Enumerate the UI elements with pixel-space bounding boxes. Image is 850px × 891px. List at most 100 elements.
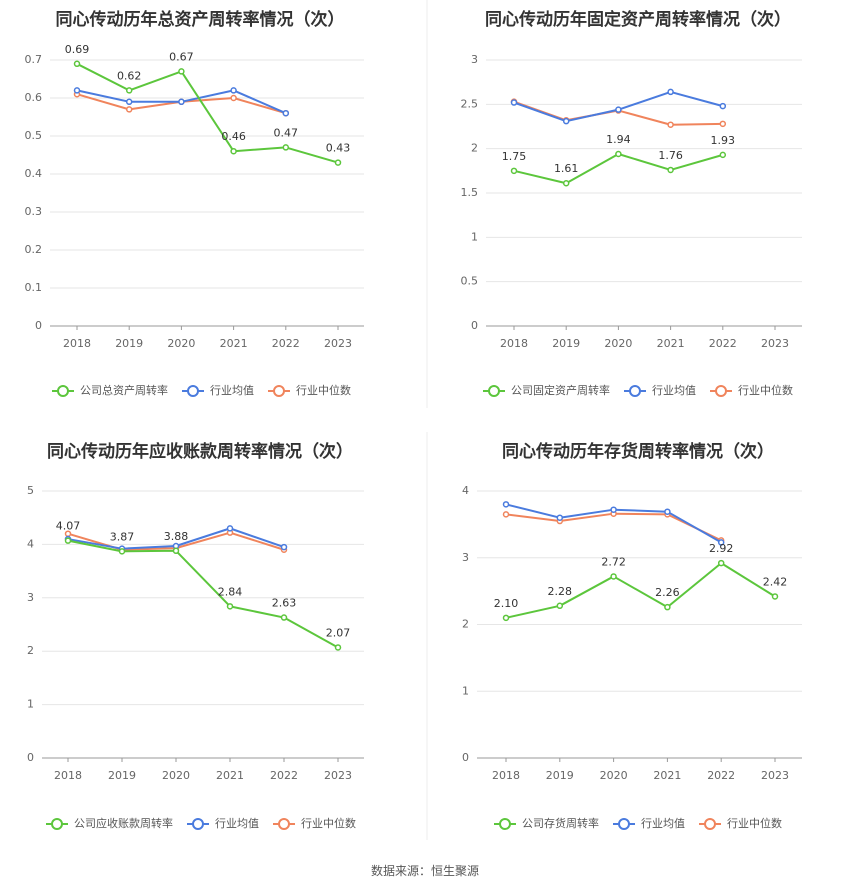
- data-point[interactable]: [664, 508, 671, 515]
- data-point[interactable]: [226, 603, 234, 610]
- legend-item[interactable]: 行业均值: [613, 817, 685, 830]
- chart-title: 同心传动历年固定资产周转率情况（次）: [485, 9, 791, 30]
- legend-item[interactable]: 行业均值: [187, 817, 259, 830]
- y-tick-label: 0.4: [25, 167, 43, 180]
- legend-item[interactable]: 行业中位数: [268, 383, 351, 397]
- legend-label: 公司存货周转率: [522, 816, 599, 830]
- legend-item[interactable]: 行业中位数: [699, 816, 782, 830]
- data-point[interactable]: [771, 593, 779, 600]
- data-label: 3.87: [110, 530, 135, 543]
- chart-panel-4: 同心传动历年存货周转率情况（次） 0 1 2 3 4 2018 2019 2020 2021 202…: [462, 441, 802, 830]
- data-label: 1.76: [658, 149, 683, 162]
- data-point[interactable]: [664, 603, 671, 611]
- legend-item[interactable]: 行业均值: [182, 384, 254, 397]
- legend-item[interactable]: 公司总资产周转率: [52, 383, 168, 397]
- y-tick-label: 2: [462, 618, 469, 631]
- data-point[interactable]: [125, 87, 133, 94]
- data-point[interactable]: [717, 539, 725, 546]
- x-tick-label: 2020: [600, 769, 628, 782]
- data-point[interactable]: [719, 151, 727, 159]
- data-point[interactable]: [73, 60, 81, 68]
- data-point[interactable]: [502, 501, 510, 508]
- data-point[interactable]: [178, 68, 185, 75]
- data-point[interactable]: [230, 147, 237, 155]
- legend-label: 行业均值: [641, 817, 685, 830]
- legend-item[interactable]: 行业均值: [624, 384, 696, 397]
- chart-panel-1: 同心传动历年总资产周转率情况（次） 0 0.1 0.2 0.3 0.4 0.5 0.6 0.7 2…: [25, 9, 364, 397]
- legend-item[interactable]: 行业中位数: [273, 816, 356, 830]
- data-point[interactable]: [64, 537, 72, 544]
- legend-marker-icon: [488, 385, 500, 397]
- chart-panel-3: 同心传动历年应收账款周转率情况（次） 0 1 2 3 4 5 2018 2019 2020 2021…: [27, 441, 364, 830]
- data-point[interactable]: [610, 573, 617, 580]
- data-point[interactable]: [510, 99, 518, 106]
- legend-marker-icon: [278, 818, 290, 830]
- data-point[interactable]: [556, 602, 564, 610]
- data-point[interactable]: [667, 121, 674, 128]
- legend-item[interactable]: 公司应收账款周转率: [46, 816, 173, 830]
- data-point[interactable]: [717, 559, 725, 567]
- x-tick-label: 2023: [761, 769, 789, 782]
- data-point[interactable]: [719, 102, 727, 110]
- data-point[interactable]: [118, 548, 126, 555]
- chart-title: 同心传动历年应收账款周转率情况（次）: [47, 441, 353, 462]
- legend-label: 行业中位数: [727, 816, 782, 830]
- data-point[interactable]: [615, 106, 622, 113]
- data-point[interactable]: [502, 614, 510, 622]
- data-point[interactable]: [230, 87, 237, 94]
- y-tick-label: 2.5: [461, 97, 479, 110]
- data-point[interactable]: [502, 511, 510, 518]
- x-tick-label: 2018: [492, 769, 520, 782]
- data-point[interactable]: [334, 159, 342, 166]
- data-point[interactable]: [230, 94, 237, 102]
- legend-item[interactable]: 行业中位数: [710, 383, 793, 397]
- legend-item[interactable]: 公司固定资产周转率: [483, 383, 610, 397]
- x-tick-label: 2019: [546, 769, 574, 782]
- data-point[interactable]: [73, 87, 81, 94]
- legend-marker-icon: [57, 385, 69, 397]
- data-point[interactable]: [178, 98, 185, 106]
- data-point[interactable]: [125, 98, 133, 106]
- data-point[interactable]: [667, 88, 674, 96]
- data-point[interactable]: [280, 614, 288, 621]
- data-label: 0.43: [326, 142, 351, 155]
- data-label: 0.69: [65, 43, 90, 56]
- y-tick-label: 0.5: [25, 129, 43, 142]
- y-tick-label: 1: [27, 698, 34, 711]
- data-label: 1.93: [711, 134, 736, 147]
- x-tick-label: 2022: [272, 337, 300, 350]
- y-tick-label: 5: [27, 484, 34, 497]
- data-point[interactable]: [615, 150, 622, 158]
- series-line-company: [67, 539, 339, 649]
- x-tick-label: 2022: [270, 769, 298, 782]
- x-tick-label: 2021: [657, 337, 685, 350]
- y-tick-label: 0: [462, 751, 469, 764]
- data-label: 2.28: [548, 585, 573, 598]
- legend-item[interactable]: 公司存货周转率: [494, 816, 599, 830]
- data-label: 3.88: [164, 530, 189, 543]
- legend-marker-icon: [629, 385, 641, 397]
- data-point[interactable]: [610, 506, 617, 513]
- x-tick-label: 2023: [761, 337, 789, 350]
- data-point[interactable]: [282, 109, 290, 117]
- data-point[interactable]: [282, 144, 290, 151]
- data-point[interactable]: [125, 106, 133, 113]
- data-point[interactable]: [667, 166, 674, 174]
- data-point[interactable]: [280, 543, 288, 551]
- data-point[interactable]: [510, 167, 518, 175]
- data-point[interactable]: [719, 120, 727, 128]
- data-point[interactable]: [172, 547, 180, 555]
- x-tick-label: 2020: [604, 337, 632, 350]
- data-point[interactable]: [562, 117, 570, 125]
- data-point[interactable]: [226, 525, 234, 532]
- x-tick-label: 2018: [63, 337, 91, 350]
- y-tick-label: 3: [27, 591, 34, 604]
- data-point[interactable]: [562, 179, 570, 187]
- x-tick-label: 2020: [167, 337, 195, 350]
- x-tick-label: 2019: [108, 769, 136, 782]
- data-point[interactable]: [334, 644, 342, 651]
- data-point[interactable]: [556, 514, 564, 521]
- y-tick-label: 0: [27, 751, 34, 764]
- data-label: 2.63: [272, 597, 297, 610]
